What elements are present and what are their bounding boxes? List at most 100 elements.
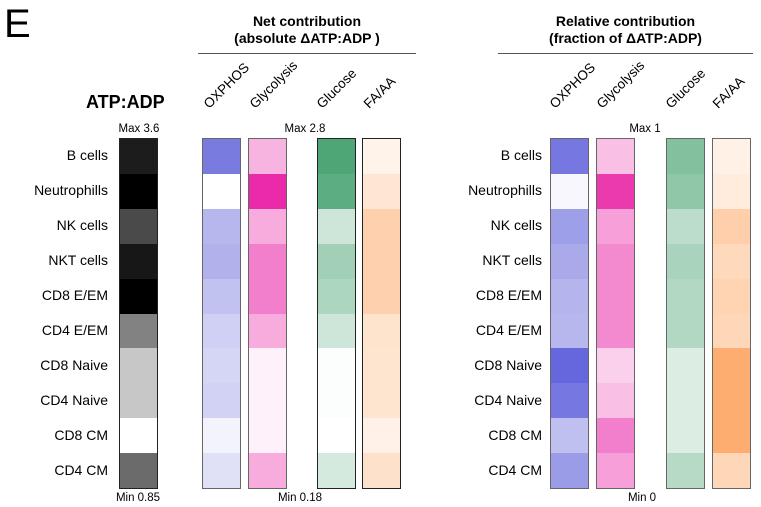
heatmap-cell-neutrophills bbox=[249, 173, 286, 210]
heatmap-cell-cd4-e-em bbox=[203, 313, 240, 350]
heatmap-cell-cd4-e-em bbox=[363, 313, 400, 350]
heatmap-cell-cd8-e-em bbox=[120, 278, 157, 315]
row-labels-left: B cells Neutrophills NK cells NKT cells … bbox=[0, 138, 108, 488]
heatmap-cell-cd4-naive bbox=[318, 383, 355, 420]
net-title-line2: (absolute ΔATP:ADP ) bbox=[234, 30, 380, 46]
row-label: CD4 Naive bbox=[474, 392, 542, 408]
row-label: NK cells bbox=[490, 217, 542, 233]
heatmap-cell-cd8-naive bbox=[597, 348, 634, 385]
atp-adp-title: ATP:ADP bbox=[86, 92, 165, 112]
heatmap-cell-neutrophills bbox=[120, 173, 157, 210]
heatmap-cell-cd8-cm bbox=[713, 418, 750, 455]
heatmap-cell-nkt-cells bbox=[203, 243, 240, 280]
heatmap-cell-neutrophills bbox=[363, 173, 400, 210]
heatmap-cell-neutrophills bbox=[597, 173, 634, 210]
heatmap-cell-cd4-naive bbox=[363, 383, 400, 420]
heatmap-cell-b-cells bbox=[203, 139, 240, 175]
heatmap-cell-cd4-e-em bbox=[120, 313, 157, 350]
heatmap-column-relative-glycolysis bbox=[596, 138, 635, 489]
row-label: NKT cells bbox=[48, 252, 108, 268]
row-label: Neutrophills bbox=[468, 182, 542, 198]
relative-col-label-oxphos: OXPHOS bbox=[546, 59, 599, 112]
heatmap-cell-b-cells bbox=[249, 139, 286, 175]
heatmap-cell-cd8-naive bbox=[318, 348, 355, 385]
heatmap-cell-nk-cells bbox=[363, 208, 400, 245]
heatmap-column-net-fa-aa bbox=[362, 138, 401, 489]
heatmap-column-atp-adp bbox=[119, 138, 158, 489]
heatmap-cell-cd8-naive bbox=[363, 348, 400, 385]
heatmap-cell-cd8-e-em bbox=[363, 278, 400, 315]
heatmap-cell-cd8-e-em bbox=[249, 278, 286, 315]
heatmap-cell-cd4-e-em bbox=[249, 313, 286, 350]
heatmap-cell-cd8-naive bbox=[120, 348, 157, 385]
relative-min-label: Min 0 bbox=[627, 492, 657, 504]
heatmap-cell-nkt-cells bbox=[597, 243, 634, 280]
heatmap-cell-cd4-naive bbox=[713, 383, 750, 420]
row-label: CD8 E/EM bbox=[41, 287, 108, 303]
row-label: B cells bbox=[500, 147, 542, 163]
net-col-label-glycolysis: Glycolysis bbox=[246, 57, 301, 112]
row-label: CD8 E/EM bbox=[475, 287, 542, 303]
relative-title-line1: Relative contribution bbox=[555, 13, 696, 29]
heatmap-cell-cd4-cm bbox=[249, 453, 286, 488]
heatmap-cell-nkt-cells bbox=[667, 243, 704, 280]
heatmap-cell-cd8-cm bbox=[551, 418, 588, 455]
heatmap-cell-cd8-cm bbox=[318, 418, 355, 455]
heatmap-cell-cd8-cm bbox=[203, 418, 240, 455]
heatmap-column-relative-fa-aa bbox=[712, 138, 751, 489]
heatmap-column-relative-oxphos bbox=[550, 138, 589, 489]
heatmap-cell-nkt-cells bbox=[249, 243, 286, 280]
relative-title-line2: (fraction of ΔATP:ADP) bbox=[549, 30, 702, 46]
heatmap-cell-nk-cells bbox=[249, 208, 286, 245]
net-col-label-glucose: Glucose bbox=[313, 65, 360, 112]
row-label: Neutrophills bbox=[34, 182, 108, 198]
heatmap-cell-nk-cells bbox=[120, 208, 157, 245]
heatmap-cell-cd4-e-em bbox=[667, 313, 704, 350]
heatmap-cell-neutrophills bbox=[551, 173, 588, 210]
relative-title-rule bbox=[498, 53, 753, 54]
relative-col-label-fa-aa: FA/AA bbox=[709, 73, 748, 112]
relative-col-label-glycolysis: Glycolysis bbox=[593, 57, 648, 112]
heatmap-cell-nkt-cells bbox=[713, 243, 750, 280]
atp-min-label: Min 0.85 bbox=[115, 492, 161, 504]
heatmap-cell-nkt-cells bbox=[551, 243, 588, 280]
heatmap-cell-cd4-naive bbox=[597, 383, 634, 420]
heatmap-cell-nk-cells bbox=[203, 208, 240, 245]
heatmap-cell-neutrophills bbox=[667, 173, 704, 210]
heatmap-cell-cd8-naive bbox=[713, 348, 750, 385]
heatmap-cell-b-cells bbox=[120, 139, 157, 175]
heatmap-column-net-glycolysis bbox=[248, 138, 287, 489]
heatmap-cell-cd8-cm bbox=[597, 418, 634, 455]
heatmap-cell-cd8-naive bbox=[203, 348, 240, 385]
relative-contribution-title: Relative contribution (fraction of ΔATP:… bbox=[498, 13, 753, 47]
panel-letter: E bbox=[4, 2, 31, 46]
net-title-line1: Net contribution bbox=[252, 13, 362, 29]
heatmap-cell-cd8-e-em bbox=[203, 278, 240, 315]
heatmap-column-net-oxphos bbox=[202, 138, 241, 489]
net-contribution-title: Net contribution (absolute ΔATP:ADP ) bbox=[198, 13, 416, 47]
heatmap-cell-cd8-e-em bbox=[551, 278, 588, 315]
heatmap-cell-neutrophills bbox=[318, 173, 355, 210]
row-label: CD4 E/EM bbox=[475, 322, 542, 338]
heatmap-cell-cd4-e-em bbox=[551, 313, 588, 350]
net-max-label: Max 2.8 bbox=[284, 123, 326, 135]
heatmap-cell-cd8-e-em bbox=[597, 278, 634, 315]
heatmap-cell-cd4-cm bbox=[318, 453, 355, 488]
heatmap-cell-nk-cells bbox=[597, 208, 634, 245]
row-label: NK cells bbox=[56, 217, 108, 233]
heatmap-cell-cd4-cm bbox=[551, 453, 588, 488]
row-label: NKT cells bbox=[482, 252, 542, 268]
row-label: CD4 Naive bbox=[40, 392, 108, 408]
heatmap-cell-nk-cells bbox=[667, 208, 704, 245]
net-col-label-fa-aa: FA/AA bbox=[360, 73, 399, 112]
heatmap-cell-b-cells bbox=[667, 139, 704, 175]
heatmap-cell-cd4-naive bbox=[120, 383, 157, 420]
heatmap-cell-neutrophills bbox=[713, 173, 750, 210]
relative-max-label: Max 1 bbox=[629, 123, 661, 135]
row-label: CD8 Naive bbox=[40, 357, 108, 373]
heatmap-cell-nkt-cells bbox=[120, 243, 157, 280]
heatmap-cell-b-cells bbox=[318, 139, 355, 175]
heatmap-cell-cd4-naive bbox=[249, 383, 286, 420]
row-label: CD4 E/EM bbox=[41, 322, 108, 338]
row-label: CD8 CM bbox=[488, 427, 542, 443]
